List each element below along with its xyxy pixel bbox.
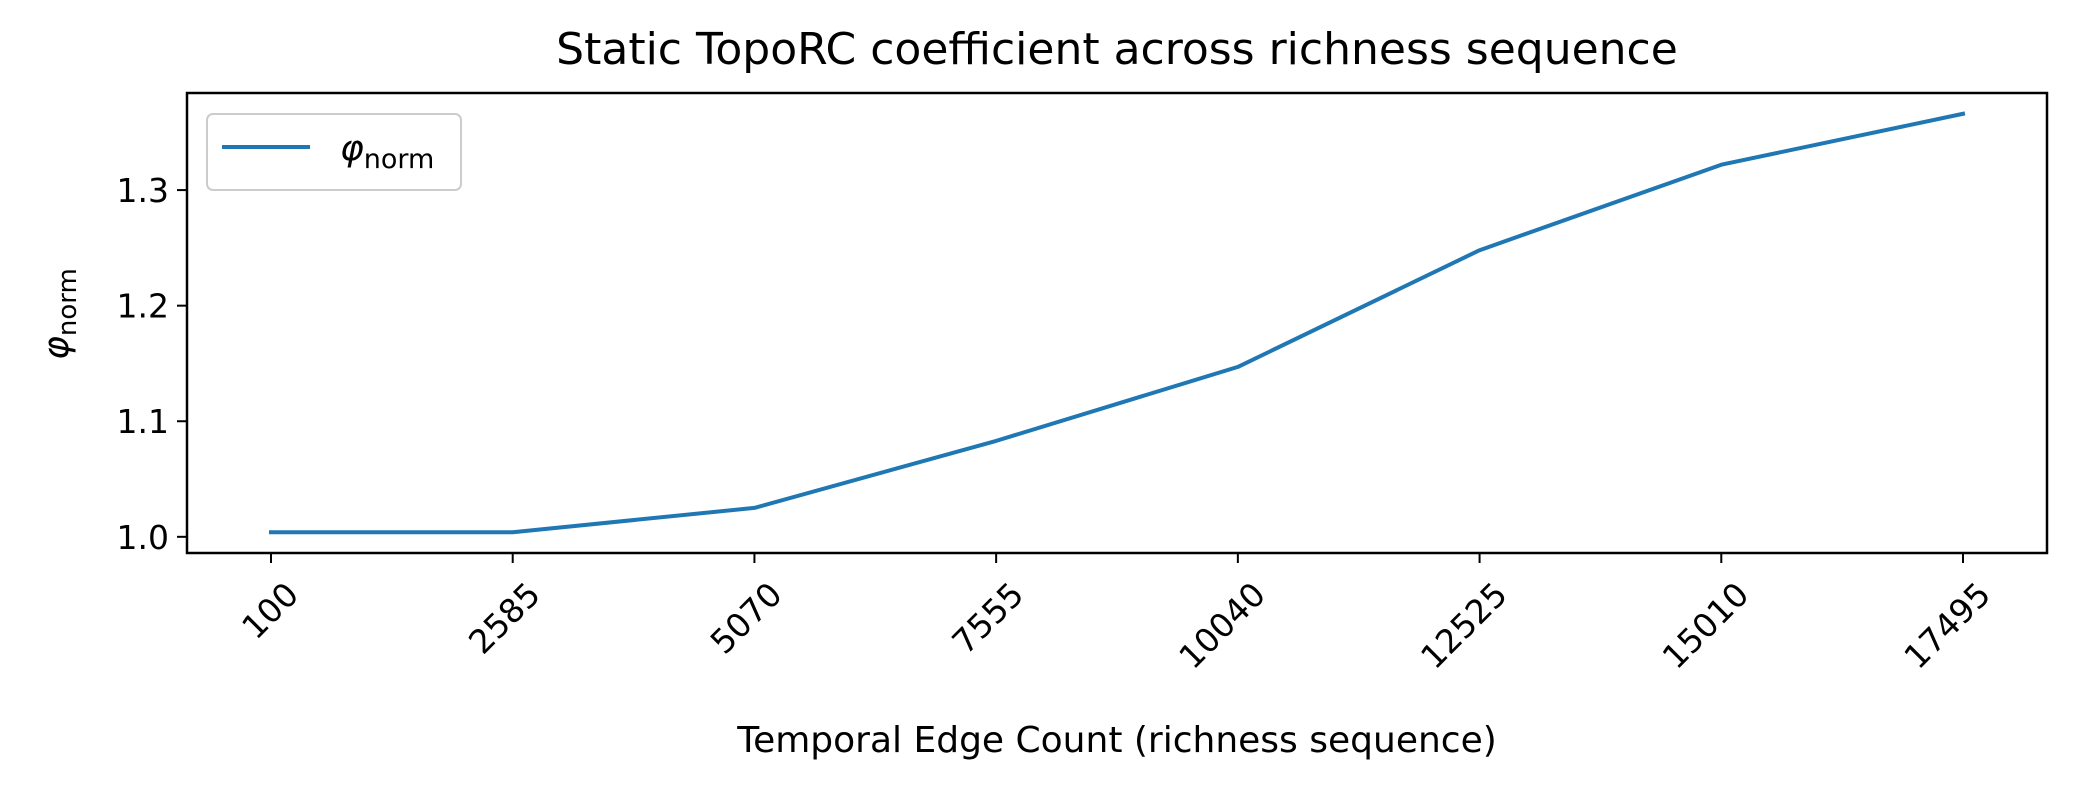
x-axis-label: Temporal Edge Count (richness sequence) — [736, 720, 1497, 761]
x-axis-ticks: 100 2585 5070 7555 10040 12525 15010 17495 — [234, 553, 1998, 676]
x-tick-label: 17495 — [1896, 575, 1998, 677]
plot-frame — [185, 91, 2049, 555]
legend-label-symbol: φ — [340, 128, 364, 169]
y-axis-label: φnorm — [36, 268, 83, 360]
legend-frame — [206, 113, 462, 191]
y-tick-label: 1.1 — [117, 402, 169, 441]
x-tick-label: 7555 — [944, 575, 1031, 662]
chart-title: Static TopoRC coefficient across richnes… — [556, 24, 1678, 75]
legend: φnorm — [206, 113, 462, 191]
x-tick-label: 12525 — [1413, 575, 1515, 677]
y-tick-label: 1.2 — [117, 287, 169, 326]
x-tick-label: 10040 — [1171, 575, 1273, 677]
y-axis-ticks: 1.0 1.1 1.2 1.3 — [117, 171, 187, 557]
x-tick-label: 5070 — [703, 575, 790, 662]
x-tick-label: 2585 — [461, 575, 548, 662]
legend-label-subscript: norm — [364, 144, 435, 175]
x-tick-label: 15010 — [1655, 575, 1757, 677]
y-axis-label-subscript: norm — [53, 268, 83, 336]
y-tick-label: 1.3 — [117, 171, 169, 210]
y-axis-label-symbol: φ — [36, 336, 77, 360]
series-line — [269, 111, 1966, 535]
x-tick-label: 100 — [234, 575, 306, 647]
svg-text:φnorm: φnorm — [36, 268, 83, 360]
svg-text:φnorm: φnorm — [340, 128, 434, 175]
y-tick-label: 1.0 — [117, 518, 169, 557]
plot-area — [185, 91, 2049, 555]
